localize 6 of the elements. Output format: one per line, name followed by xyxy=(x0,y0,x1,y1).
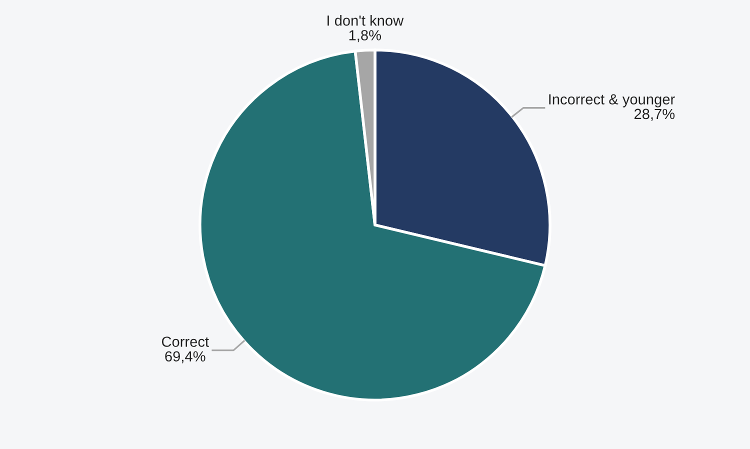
data-label: 1,8% xyxy=(349,30,382,42)
slice-label: Incorrect & younger xyxy=(549,94,675,108)
slice-label: I don't know xyxy=(328,15,404,26)
slice-label: Correct xyxy=(162,336,209,347)
data-label: 69,4% xyxy=(165,351,206,364)
data-label: 28,7% xyxy=(634,108,675,121)
